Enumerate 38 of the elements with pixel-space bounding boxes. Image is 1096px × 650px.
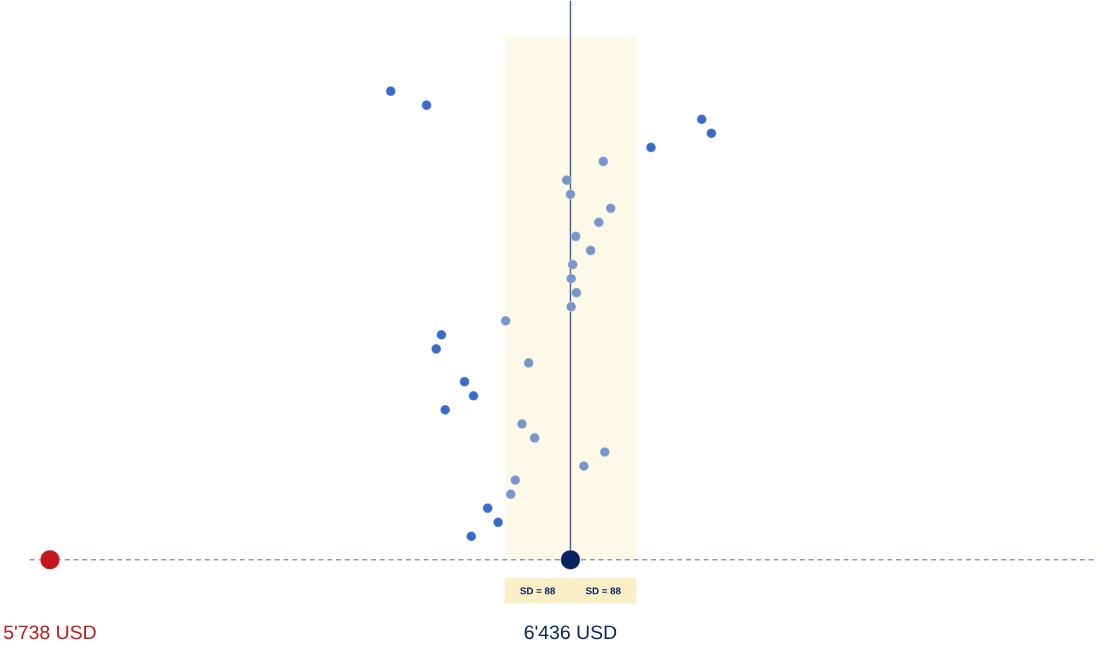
point [567,259,578,270]
point [529,432,540,443]
point [566,301,577,312]
point [510,474,521,486]
point [585,245,596,256]
point [459,376,470,387]
point [482,503,493,514]
point [706,128,717,139]
point [385,85,396,97]
point [645,142,657,153]
point [570,231,581,242]
point [523,357,534,368]
point [431,343,442,354]
point [466,531,477,542]
x-tick-label: 6'436 USD [524,625,617,640]
point [500,315,511,326]
point [493,517,504,528]
point [565,189,576,200]
point [566,273,577,284]
point [605,203,616,214]
point [578,460,589,472]
point [516,418,528,429]
point [599,446,610,457]
band-label: SD = 88 [585,587,621,595]
point [40,549,60,570]
point [436,329,447,340]
point [468,390,479,401]
point [593,217,604,228]
band-label: SD = 88 [520,587,556,595]
point [561,175,572,186]
point [440,404,451,415]
point [560,549,581,570]
x-tick-label: 5'738 USD [4,625,96,640]
point [505,489,516,500]
point [421,100,432,111]
point [598,156,609,167]
point [696,114,707,125]
point [571,287,582,298]
